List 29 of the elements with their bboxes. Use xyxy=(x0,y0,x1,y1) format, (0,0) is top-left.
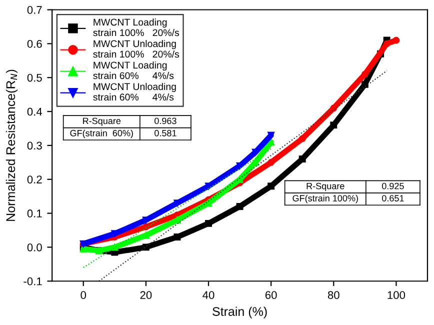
y-tick-label: 0.7 xyxy=(27,6,42,14)
y-tick-label: -0.1 xyxy=(24,277,42,286)
legend-label: MWCNT Unloading strain 60% 4%/s xyxy=(93,82,176,101)
x-tick-label: 80 xyxy=(328,291,340,300)
annotation: GF(strain 60%) xyxy=(70,130,133,138)
x-tick-label: 0 xyxy=(80,291,86,300)
x-tick-label: 60 xyxy=(265,291,277,300)
y-tick-label: 0.1 xyxy=(27,210,42,218)
y-axis-title: Normalized Resistance(R$_{N}$) xyxy=(6,70,18,221)
x-axis-title: Strain (%) xyxy=(212,306,267,318)
y-tick-label: 0.2 xyxy=(27,176,42,184)
annotation: 0.581 xyxy=(154,130,176,136)
annotation: GF(strain 100%) xyxy=(292,194,358,204)
annotation: R-Square xyxy=(83,118,121,126)
legend-label: MWCNT Loading strain 100% 20%/s xyxy=(93,18,180,36)
annotation: 0.963 xyxy=(154,118,176,124)
y-tick-label: 0.4 xyxy=(27,108,42,116)
x-tick-label: 40 xyxy=(202,291,214,300)
x-tick-label: 100 xyxy=(388,291,406,300)
annotation: R-Square xyxy=(306,182,344,192)
x-tick-label: 20 xyxy=(140,291,152,300)
y-tick-label: 0.5 xyxy=(27,74,42,82)
y-tick-label: 0.3 xyxy=(27,142,42,150)
annotation: 0.925 xyxy=(382,182,404,190)
y-tick-label: 0.6 xyxy=(27,40,42,48)
annotation: 0.651 xyxy=(382,195,404,202)
y-tick-label: 0.0 xyxy=(27,243,42,252)
legend-label: MWCNT Loading strain 60% 4%/s xyxy=(93,61,174,80)
legend-label: MWCNT Unloading strain 100% 20%/s xyxy=(93,40,180,58)
